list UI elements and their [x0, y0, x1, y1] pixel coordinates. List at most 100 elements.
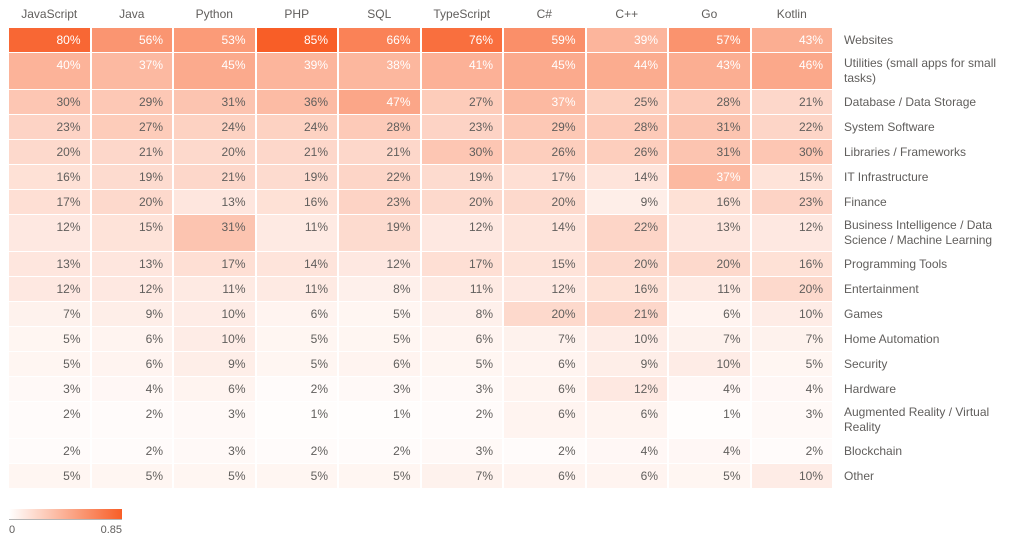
heatmap-cell[interactable]: 9% [586, 190, 667, 214]
heatmap-cell[interactable]: 20% [751, 277, 832, 301]
heatmap-cell[interactable]: 59% [504, 28, 585, 52]
heatmap-cell[interactable]: 30% [9, 90, 90, 114]
heatmap-cell[interactable]: 31% [669, 115, 750, 139]
heatmap-cell[interactable]: 23% [421, 115, 502, 139]
heatmap-cell[interactable]: 4% [91, 377, 172, 401]
heatmap-cell[interactable]: 20% [421, 190, 502, 214]
heatmap-cell[interactable]: 3% [421, 439, 502, 463]
heatmap-cell[interactable]: 25% [586, 90, 667, 114]
heatmap-cell[interactable]: 45% [504, 53, 585, 89]
heatmap-cell[interactable]: 37% [504, 90, 585, 114]
heatmap-cell[interactable]: 5% [256, 327, 337, 351]
heatmap-cell[interactable]: 10% [174, 302, 255, 326]
heatmap-cell[interactable]: 16% [586, 277, 667, 301]
heatmap-cell[interactable]: 21% [586, 302, 667, 326]
heatmap-cell[interactable]: 5% [9, 464, 90, 488]
heatmap-cell[interactable]: 17% [9, 190, 90, 214]
heatmap-cell[interactable]: 24% [256, 115, 337, 139]
heatmap-cell[interactable]: 6% [91, 327, 172, 351]
heatmap-cell[interactable]: 5% [91, 464, 172, 488]
heatmap-cell[interactable]: 36% [256, 90, 337, 114]
heatmap-cell[interactable]: 15% [751, 165, 832, 189]
heatmap-cell[interactable]: 2% [91, 402, 172, 438]
heatmap-cell[interactable]: 7% [504, 327, 585, 351]
heatmap-cell[interactable]: 20% [504, 302, 585, 326]
heatmap-cell[interactable]: 24% [174, 115, 255, 139]
heatmap-cell[interactable]: 5% [339, 302, 420, 326]
heatmap-cell[interactable]: 7% [9, 302, 90, 326]
heatmap-cell[interactable]: 37% [669, 165, 750, 189]
heatmap-cell[interactable]: 7% [669, 327, 750, 351]
heatmap-cell[interactable]: 3% [174, 439, 255, 463]
heatmap-cell[interactable]: 13% [669, 215, 750, 251]
heatmap-cell[interactable]: 12% [421, 215, 502, 251]
heatmap-cell[interactable]: 31% [174, 215, 255, 251]
heatmap-cell[interactable]: 15% [91, 215, 172, 251]
heatmap-cell[interactable]: 23% [751, 190, 832, 214]
heatmap-cell[interactable]: 22% [751, 115, 832, 139]
heatmap-cell[interactable]: 14% [586, 165, 667, 189]
heatmap-cell[interactable]: 11% [256, 277, 337, 301]
heatmap-cell[interactable]: 19% [91, 165, 172, 189]
heatmap-cell[interactable]: 6% [256, 302, 337, 326]
heatmap-cell[interactable]: 3% [339, 377, 420, 401]
heatmap-cell[interactable]: 5% [669, 464, 750, 488]
heatmap-cell[interactable]: 10% [669, 352, 750, 376]
heatmap-cell[interactable]: 46% [751, 53, 832, 89]
heatmap-cell[interactable]: 9% [91, 302, 172, 326]
heatmap-cell[interactable]: 13% [9, 252, 90, 276]
heatmap-cell[interactable]: 11% [256, 215, 337, 251]
heatmap-cell[interactable]: 2% [91, 439, 172, 463]
heatmap-cell[interactable]: 80% [9, 28, 90, 52]
heatmap-cell[interactable]: 38% [339, 53, 420, 89]
heatmap-cell[interactable]: 28% [669, 90, 750, 114]
heatmap-cell[interactable]: 2% [751, 439, 832, 463]
heatmap-cell[interactable]: 5% [174, 464, 255, 488]
heatmap-cell[interactable]: 6% [669, 302, 750, 326]
heatmap-cell[interactable]: 19% [421, 165, 502, 189]
heatmap-cell[interactable]: 27% [91, 115, 172, 139]
heatmap-cell[interactable]: 7% [421, 464, 502, 488]
heatmap-cell[interactable]: 4% [669, 439, 750, 463]
heatmap-cell[interactable]: 16% [669, 190, 750, 214]
heatmap-cell[interactable]: 10% [174, 327, 255, 351]
heatmap-cell[interactable]: 4% [586, 439, 667, 463]
heatmap-cell[interactable]: 12% [586, 377, 667, 401]
heatmap-cell[interactable]: 21% [256, 140, 337, 164]
heatmap-cell[interactable]: 26% [586, 140, 667, 164]
heatmap-cell[interactable]: 20% [504, 190, 585, 214]
heatmap-cell[interactable]: 3% [174, 402, 255, 438]
heatmap-cell[interactable]: 22% [339, 165, 420, 189]
heatmap-cell[interactable]: 12% [751, 215, 832, 251]
heatmap-cell[interactable]: 5% [421, 352, 502, 376]
heatmap-cell[interactable]: 12% [9, 277, 90, 301]
heatmap-cell[interactable]: 20% [669, 252, 750, 276]
heatmap-cell[interactable]: 44% [586, 53, 667, 89]
heatmap-cell[interactable]: 20% [9, 140, 90, 164]
heatmap-cell[interactable]: 6% [174, 377, 255, 401]
heatmap-cell[interactable]: 41% [421, 53, 502, 89]
heatmap-cell[interactable]: 14% [504, 215, 585, 251]
heatmap-cell[interactable]: 3% [421, 377, 502, 401]
heatmap-cell[interactable]: 2% [9, 402, 90, 438]
heatmap-cell[interactable]: 16% [9, 165, 90, 189]
heatmap-cell[interactable]: 6% [504, 402, 585, 438]
heatmap-cell[interactable]: 10% [751, 302, 832, 326]
heatmap-cell[interactable]: 21% [91, 140, 172, 164]
heatmap-cell[interactable]: 23% [339, 190, 420, 214]
heatmap-cell[interactable]: 10% [751, 464, 832, 488]
heatmap-cell[interactable]: 57% [669, 28, 750, 52]
heatmap-cell[interactable]: 76% [421, 28, 502, 52]
heatmap-cell[interactable]: 22% [586, 215, 667, 251]
heatmap-cell[interactable]: 6% [586, 464, 667, 488]
heatmap-cell[interactable]: 23% [9, 115, 90, 139]
heatmap-cell[interactable]: 3% [751, 402, 832, 438]
heatmap-cell[interactable]: 12% [504, 277, 585, 301]
heatmap-cell[interactable]: 11% [174, 277, 255, 301]
heatmap-cell[interactable]: 2% [256, 377, 337, 401]
heatmap-cell[interactable]: 47% [339, 90, 420, 114]
heatmap-cell[interactable]: 30% [421, 140, 502, 164]
heatmap-cell[interactable]: 30% [751, 140, 832, 164]
heatmap-cell[interactable]: 5% [339, 464, 420, 488]
heatmap-cell[interactable]: 16% [751, 252, 832, 276]
